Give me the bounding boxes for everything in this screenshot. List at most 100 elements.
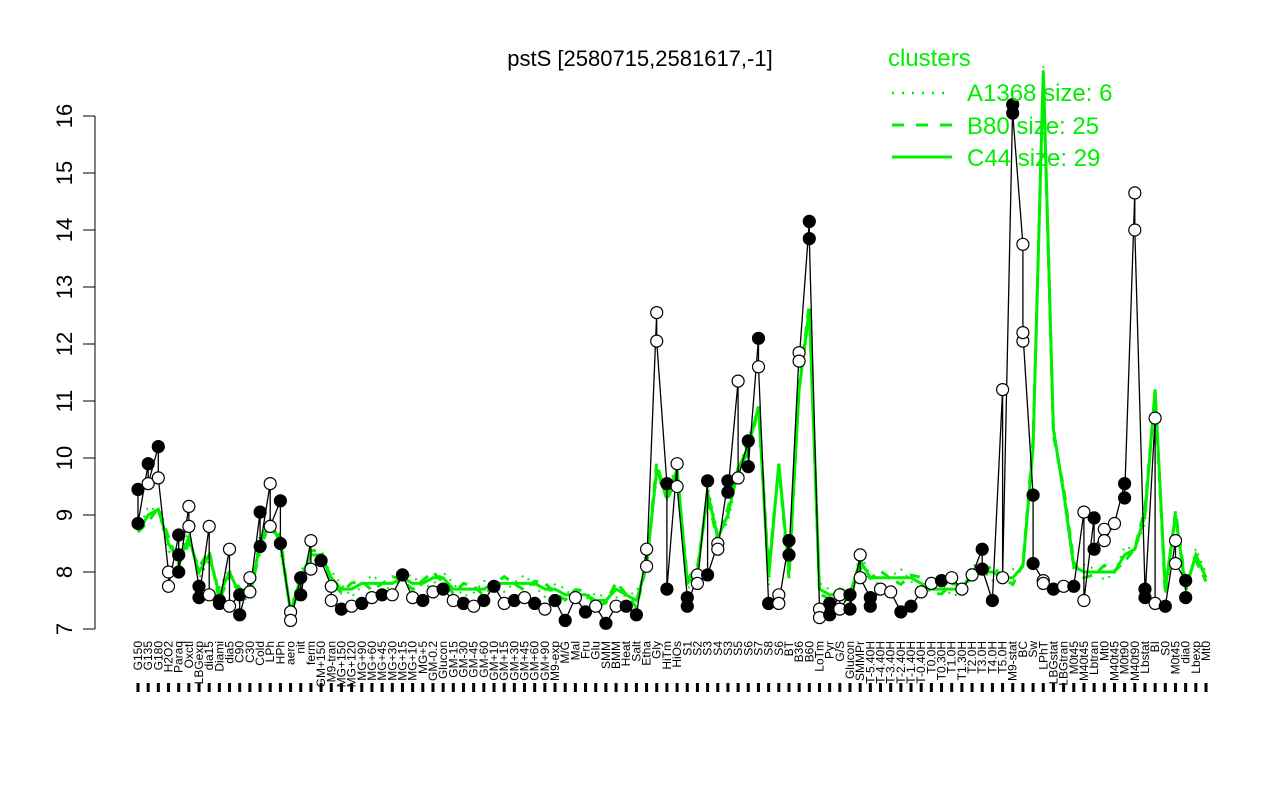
data-point [985,593,1000,608]
data-point [1168,556,1183,571]
points [131,97,1193,630]
x-tick-label: MG+150 [334,641,348,688]
x-tick-label: S5 [731,641,745,656]
y-tick-label: 11 [52,390,77,413]
data-point [1128,223,1142,237]
x-tick-label: M40t45 [1077,641,1091,681]
data-point [273,494,287,508]
x-tick-label: Lbexp [1189,641,1203,674]
x-tick-label: M0t45 [1067,641,1081,675]
data-point [314,553,328,568]
x-tick-label: Glucon [436,641,450,679]
x-tick-label: S6 [741,641,755,656]
data-point [568,590,583,605]
x-tick-label: T1.0H [945,641,959,674]
y-tick-label: 8 [52,566,77,578]
data-point [385,588,399,602]
data-point [517,590,532,605]
data-point [995,383,1010,397]
data-point [853,571,867,585]
data-point [792,354,806,368]
x-tick-label: Pyr [823,641,837,659]
data-point [802,232,816,246]
x-tick-label: C90 [233,641,247,663]
data-point [1117,477,1132,491]
data-point [487,579,501,593]
x-tick-label: MG+60 [365,641,379,681]
x-tick-label: T1.30H [955,641,969,680]
data-point [884,585,898,599]
x-tick-label: T4.0H [985,641,999,674]
x-tick-label: S4 [711,641,725,656]
x-tick-label: S3 [701,641,715,656]
data-point [975,542,989,556]
data-point [253,505,267,519]
data-point [650,306,664,320]
data-point [700,474,715,488]
data-point [782,548,796,562]
data-point [1128,186,1142,200]
data-point [578,605,593,619]
data-point [589,599,603,613]
data-point [1179,573,1193,588]
x-tick-label: Mal [568,641,582,660]
data-point [802,214,816,228]
x-tick-label: GM+30 [507,641,521,681]
x-tick-label: M40t45 [1107,641,1121,681]
x-tick-label: GM+60 [528,641,542,681]
legend: clusters A1368 size: 6 B80 size: 25 C44 … [888,45,1112,172]
x-tick-label: BI [1148,641,1162,652]
data-point [243,585,257,599]
data-point [1138,590,1152,605]
data-point [639,542,654,556]
x-tick-label: G150 [131,641,145,671]
x-tick-label: LBGexp [192,641,206,685]
data-point [955,582,969,596]
data-point [975,562,989,576]
x-tick-label: GM-45 [467,641,481,678]
data-point [731,374,745,388]
data-point [436,582,450,596]
x-tick-label: SMM [599,641,613,669]
data-point [751,360,766,374]
data-point [751,331,766,345]
chart-title: pstS [2580715,2581617,-1] [507,46,772,71]
data-point [294,571,308,585]
data-point [304,562,318,576]
data-point [294,588,308,602]
x-tick-label: T-2.40H [894,641,908,684]
data-point [1087,511,1101,525]
data-point [222,599,237,613]
legend-entry-3: C44 size: 29 [967,145,1100,172]
data-point [395,568,410,582]
data-point [853,548,867,562]
data-point [1117,491,1132,505]
data-point [1067,579,1081,593]
data-point [182,499,196,513]
x-tick-label: MG+45 [375,641,389,681]
data-point [131,516,145,531]
x-tick-label: HiOs [670,641,684,668]
data-point [599,616,613,630]
x-tick-label: T-0.40H [914,641,928,684]
y-tick-label: 13 [52,275,77,299]
data-point [660,582,674,596]
legend-title: clusters [888,45,971,72]
data-point [639,559,654,573]
data-point [1016,326,1030,340]
y-tick-label: 9 [52,509,77,521]
x-tick-label: T0.30H [935,641,949,680]
x-tick-label: BC [1016,641,1030,658]
x-tick-label: Sw [1026,641,1040,658]
x-tick-label: S2 [690,641,704,656]
x-tick-label: S8 [762,641,776,656]
data-point [700,568,715,582]
data-point [202,588,216,602]
data-point [690,576,705,591]
x-tick-label: dia15 [202,641,216,671]
x-tick-label: B36 [792,641,806,663]
x-tick-label: Lbtran [1087,641,1101,675]
x-tick-label: M9-tran [324,641,338,682]
x-tick-label: T3.0H [975,641,989,674]
x-tick-label: GM-0.2 [426,641,440,681]
